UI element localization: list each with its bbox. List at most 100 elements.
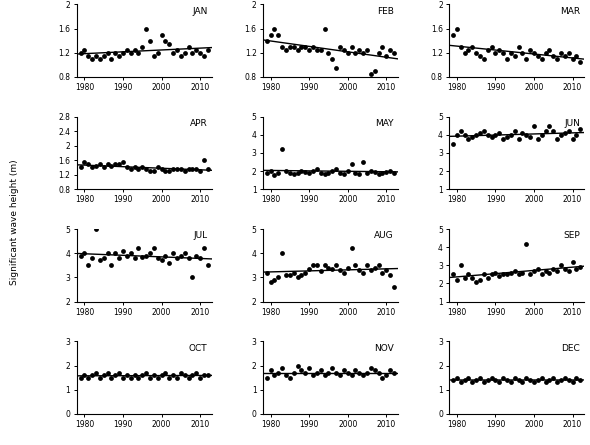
Point	[188, 372, 197, 379]
Point	[103, 250, 112, 257]
Point	[95, 55, 104, 62]
Point	[172, 46, 182, 53]
Point	[487, 133, 496, 140]
Point	[76, 164, 86, 171]
Point	[526, 271, 535, 278]
Point	[76, 49, 86, 57]
Point	[320, 372, 329, 379]
Point	[114, 369, 124, 376]
Point	[297, 271, 306, 279]
Point	[499, 271, 508, 278]
Point	[467, 379, 477, 386]
Text: DEC: DEC	[561, 344, 580, 352]
Point	[195, 374, 205, 381]
Text: MAR: MAR	[560, 7, 580, 16]
Point	[517, 379, 527, 386]
Point	[142, 369, 151, 376]
Point	[110, 49, 120, 57]
Point	[389, 283, 399, 291]
Point	[304, 46, 314, 53]
Point	[362, 369, 372, 376]
Text: JUN: JUN	[564, 119, 580, 128]
Point	[541, 49, 550, 57]
Point	[270, 171, 279, 178]
Point	[471, 376, 481, 384]
Point	[176, 369, 185, 376]
Point	[176, 166, 185, 173]
Point	[312, 166, 322, 173]
Point	[343, 369, 352, 376]
Point	[160, 168, 170, 175]
Point	[184, 43, 194, 50]
Point	[137, 43, 147, 50]
Point	[262, 170, 271, 177]
Point	[126, 166, 135, 173]
Point	[448, 31, 458, 38]
Point	[316, 268, 326, 275]
Point	[533, 265, 543, 272]
Point	[460, 376, 469, 384]
Point	[471, 131, 481, 138]
Point	[304, 364, 314, 372]
Point	[157, 31, 166, 38]
Point	[564, 267, 573, 274]
Point	[448, 140, 458, 147]
Point	[549, 52, 558, 59]
Point	[533, 376, 543, 384]
Point	[172, 166, 182, 173]
Point	[545, 46, 554, 53]
Point	[464, 271, 473, 278]
Point	[87, 164, 97, 171]
Point	[522, 55, 531, 62]
Point	[274, 170, 283, 177]
Point	[510, 52, 519, 59]
Point	[103, 369, 112, 376]
Point	[327, 168, 337, 175]
Point	[332, 64, 341, 71]
Point	[549, 374, 558, 381]
Point	[460, 275, 469, 282]
Text: MAY: MAY	[375, 119, 394, 128]
Point	[355, 170, 364, 178]
Point	[568, 379, 577, 386]
Point	[517, 49, 527, 57]
Point	[467, 275, 477, 282]
Point	[293, 170, 302, 177]
Point	[157, 372, 166, 379]
Point	[110, 250, 120, 257]
Point	[293, 274, 302, 281]
Point	[87, 255, 97, 262]
Point	[502, 133, 512, 140]
Point	[471, 278, 481, 285]
Point	[103, 160, 112, 167]
Point	[572, 131, 581, 138]
Point	[572, 52, 581, 59]
Point	[160, 37, 170, 44]
Point	[281, 46, 291, 53]
Point	[195, 49, 205, 57]
Point	[545, 376, 554, 384]
Point	[301, 369, 310, 376]
Point	[195, 168, 205, 175]
Point	[456, 262, 466, 269]
Point	[476, 52, 485, 59]
Point	[522, 131, 531, 138]
Point	[87, 372, 97, 379]
Point	[199, 372, 209, 379]
Point	[526, 133, 535, 140]
Point	[309, 262, 318, 269]
Point	[99, 52, 109, 59]
Point	[545, 269, 554, 276]
Point	[114, 52, 124, 59]
Point	[285, 271, 294, 279]
Point	[389, 369, 399, 376]
Point	[84, 374, 93, 381]
Point	[277, 43, 287, 50]
Point	[76, 252, 86, 259]
Point	[483, 275, 493, 282]
Point	[277, 250, 287, 257]
Point	[309, 372, 318, 379]
Point	[350, 367, 360, 374]
Point	[347, 43, 356, 50]
Point	[134, 166, 143, 173]
